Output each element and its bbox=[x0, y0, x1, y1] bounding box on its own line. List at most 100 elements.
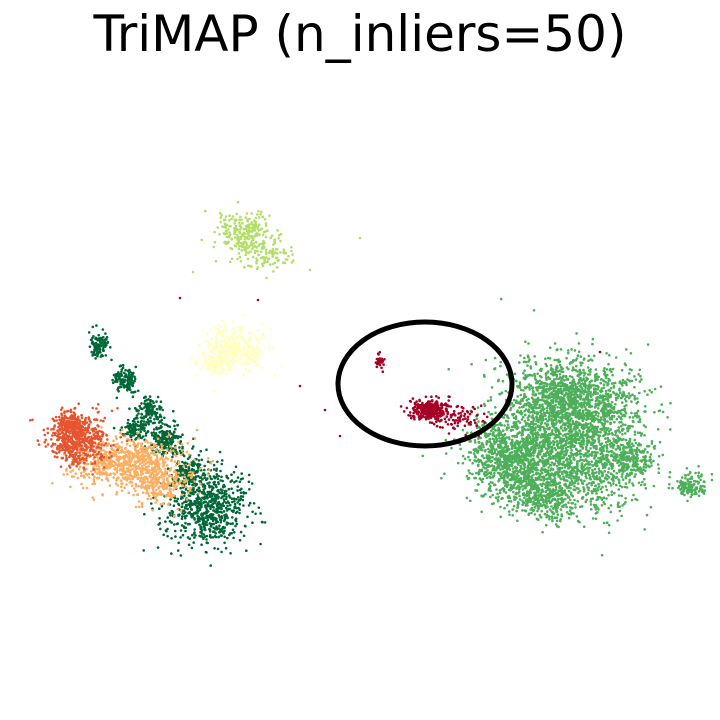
data-point bbox=[623, 362, 627, 366]
data-point bbox=[571, 369, 574, 372]
data-point bbox=[511, 413, 515, 417]
data-point bbox=[573, 393, 576, 396]
data-point bbox=[533, 432, 537, 436]
data-point bbox=[554, 436, 558, 439]
data-point bbox=[564, 423, 567, 427]
data-point bbox=[474, 476, 478, 480]
data-point bbox=[557, 497, 560, 501]
data-point bbox=[607, 506, 610, 510]
data-point bbox=[628, 372, 631, 375]
data-point bbox=[193, 517, 196, 520]
data-point bbox=[527, 494, 531, 498]
data-point bbox=[570, 375, 574, 379]
data-point bbox=[452, 409, 456, 413]
data-point bbox=[512, 477, 515, 481]
data-point bbox=[516, 506, 520, 509]
data-point bbox=[562, 410, 566, 413]
data-point bbox=[566, 449, 569, 452]
data-point bbox=[559, 348, 563, 351]
data-point bbox=[505, 458, 508, 461]
data-point bbox=[553, 474, 556, 478]
data-point bbox=[599, 402, 603, 405]
data-point bbox=[554, 448, 558, 452]
data-point bbox=[566, 417, 570, 420]
data-point bbox=[604, 432, 608, 435]
data-point bbox=[548, 396, 551, 399]
data-point bbox=[618, 509, 622, 513]
data-point bbox=[170, 552, 173, 555]
data-point bbox=[633, 395, 636, 398]
data-point bbox=[623, 380, 627, 384]
data-point bbox=[590, 508, 593, 511]
data-point bbox=[633, 414, 637, 418]
data-point bbox=[573, 349, 577, 352]
data-point bbox=[245, 549, 248, 552]
data-point bbox=[531, 406, 535, 409]
data-point bbox=[179, 536, 182, 539]
data-point bbox=[522, 470, 526, 474]
scatter-points bbox=[28, 200, 714, 567]
data-point bbox=[547, 456, 551, 460]
data-point bbox=[556, 413, 559, 417]
data-point bbox=[531, 451, 535, 454]
data-point bbox=[644, 469, 647, 473]
data-point bbox=[544, 437, 548, 440]
data-point bbox=[529, 365, 532, 368]
data-point bbox=[627, 396, 631, 400]
data-point bbox=[563, 490, 566, 494]
data-point bbox=[493, 458, 496, 461]
data-point bbox=[567, 489, 571, 493]
data-point bbox=[617, 464, 621, 467]
data-point bbox=[503, 470, 506, 473]
data-point bbox=[576, 395, 579, 398]
data-point bbox=[242, 534, 246, 538]
data-point bbox=[503, 440, 506, 444]
data-point bbox=[474, 421, 477, 425]
data-point bbox=[630, 498, 634, 502]
data-point bbox=[518, 386, 521, 389]
data-point bbox=[618, 431, 622, 434]
data-point bbox=[529, 367, 533, 370]
data-point bbox=[572, 512, 575, 515]
data-point bbox=[501, 429, 505, 433]
data-point bbox=[611, 373, 614, 377]
data-point bbox=[485, 464, 489, 467]
data-point bbox=[517, 492, 520, 495]
data-point bbox=[533, 374, 537, 378]
data-point bbox=[413, 418, 416, 421]
data-point bbox=[625, 404, 628, 407]
data-point bbox=[427, 408, 431, 411]
data-point bbox=[559, 442, 563, 445]
data-point bbox=[461, 454, 465, 458]
data-point bbox=[600, 553, 604, 557]
data-point bbox=[599, 431, 602, 434]
medium-green-cluster bbox=[421, 297, 714, 557]
data-point bbox=[536, 389, 539, 392]
data-point bbox=[493, 356, 497, 360]
data-point bbox=[448, 395, 451, 399]
data-point bbox=[667, 486, 671, 490]
data-point bbox=[143, 512, 146, 516]
data-point bbox=[515, 509, 518, 513]
data-point bbox=[553, 516, 557, 519]
data-point bbox=[680, 476, 684, 479]
data-point bbox=[551, 380, 555, 384]
data-point bbox=[505, 447, 509, 451]
data-point bbox=[595, 460, 598, 463]
data-point bbox=[176, 497, 179, 501]
data-point bbox=[535, 380, 539, 384]
data-point bbox=[557, 463, 561, 466]
data-point bbox=[571, 495, 574, 498]
data-point bbox=[646, 343, 650, 346]
data-point bbox=[505, 503, 509, 507]
data-point bbox=[238, 502, 242, 506]
data-point bbox=[699, 478, 702, 482]
data-point bbox=[495, 437, 499, 441]
data-point bbox=[518, 494, 521, 498]
data-point bbox=[520, 405, 524, 409]
data-point bbox=[585, 378, 588, 382]
data-point bbox=[537, 386, 540, 390]
data-point bbox=[544, 376, 548, 379]
data-point bbox=[697, 471, 700, 475]
data-point bbox=[480, 454, 484, 458]
